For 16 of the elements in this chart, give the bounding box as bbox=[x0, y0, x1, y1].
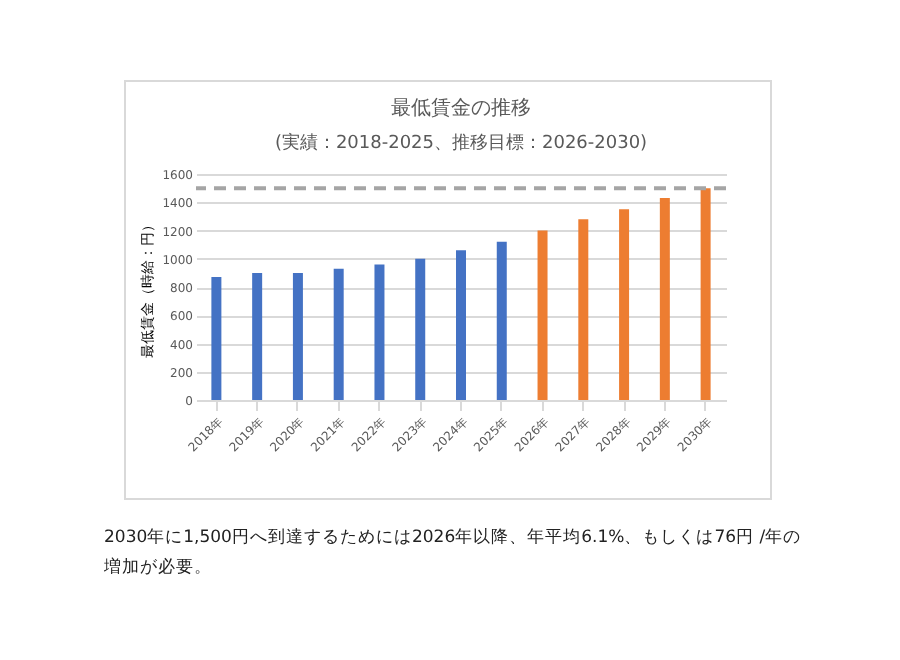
bar bbox=[619, 209, 630, 400]
bar bbox=[415, 258, 426, 400]
bar bbox=[374, 264, 385, 400]
bar bbox=[211, 277, 222, 400]
bar bbox=[333, 268, 344, 400]
chart-title: 最低賃金の推移 bbox=[391, 96, 531, 120]
bar bbox=[292, 272, 303, 400]
bar bbox=[537, 230, 548, 400]
bar bbox=[700, 188, 711, 400]
text: 2030年に1,500円へ到達するためには2026年以降、年平均6.1%、もしくは76円 /年の増加が必要。 bbox=[104, 526, 804, 582]
bar bbox=[578, 219, 589, 400]
bar bbox=[252, 272, 263, 400]
chart-subtitle: (実績：2018-2025、推移目標：2026-2030) bbox=[274, 132, 648, 154]
bar bbox=[456, 250, 466, 400]
bar bbox=[496, 241, 507, 400]
bar bbox=[659, 198, 670, 400]
